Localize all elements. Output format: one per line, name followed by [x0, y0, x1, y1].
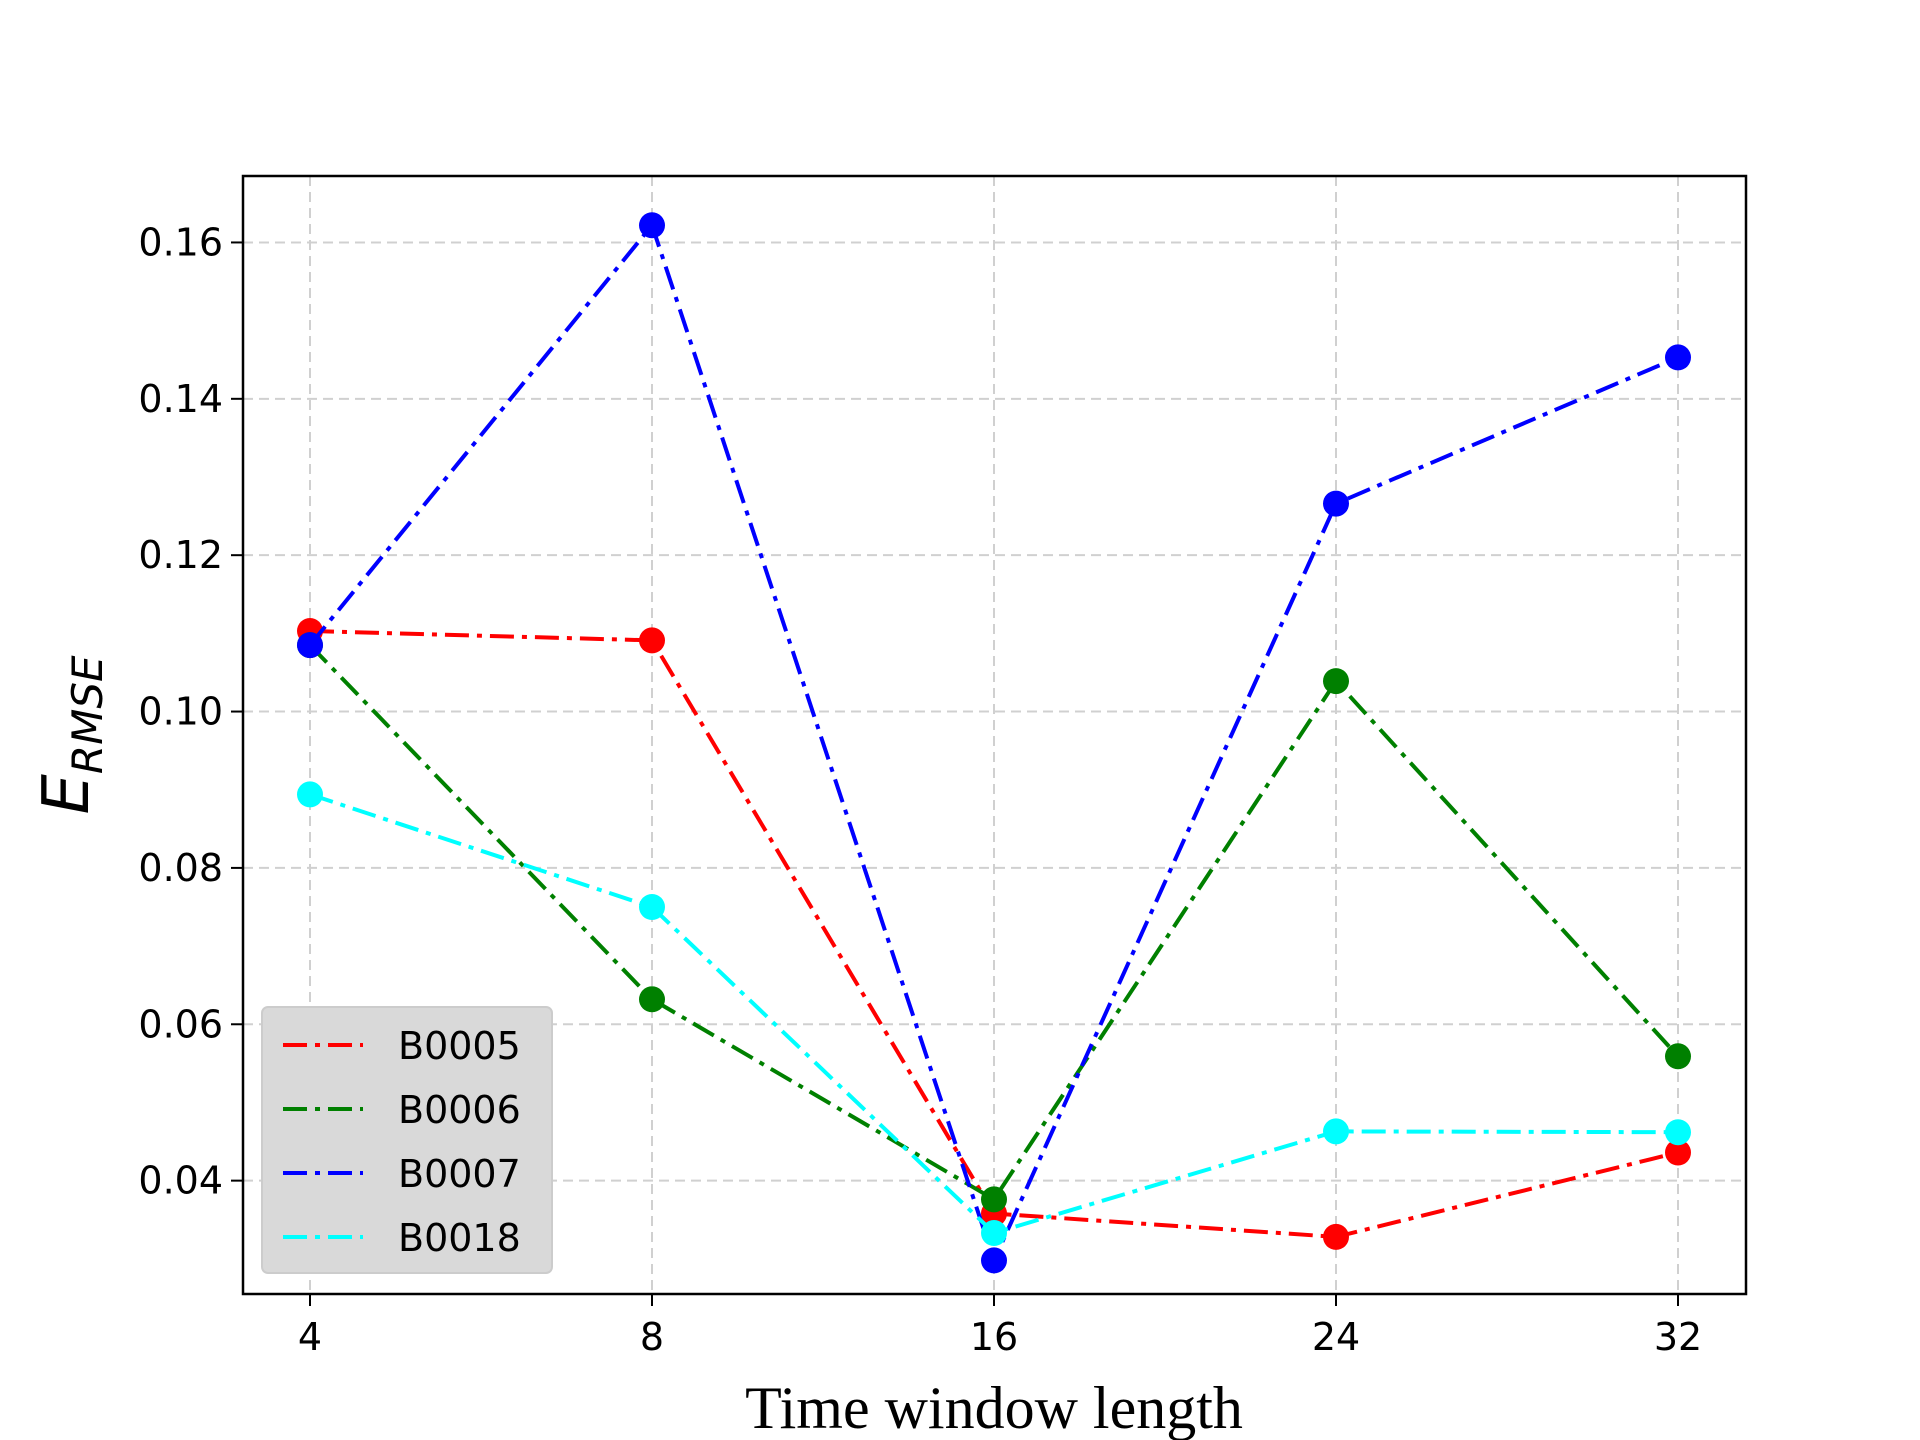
y-tick-label: 0.12: [138, 533, 223, 577]
y-tick-label: 0.06: [138, 1002, 223, 1046]
legend: B0005 B0006 B0007 B0018: [261, 1006, 553, 1274]
data-point-b0007: [1323, 490, 1349, 517]
legend-label-b0007: B0007: [398, 1152, 521, 1196]
legend-label-b0005: B0005: [398, 1024, 521, 1068]
data-point-b0007: [639, 212, 665, 239]
data-point-b0007: [981, 1247, 1007, 1274]
x-axis-label: Time window length: [745, 1375, 1243, 1440]
data-point-b0005: [1323, 1223, 1349, 1250]
data-point-b0018: [1323, 1118, 1349, 1145]
data-point-b0018: [981, 1220, 1007, 1246]
y-axis-label-sub: RMSE: [63, 655, 112, 774]
data-point-b0018: [639, 894, 665, 920]
data-point-b0006: [1323, 668, 1349, 695]
data-point-b0005: [639, 627, 665, 654]
y-axis-label-main: E: [30, 774, 104, 815]
y-tick-label: 0.08: [138, 846, 223, 890]
y-tick-label: 0.16: [138, 220, 223, 264]
data-point-b0005: [1665, 1139, 1691, 1166]
axis-ticks: 4 8 16 24 32 0.04 0.06 0.08 0.10 0.12 0.14 0.16: [138, 220, 1702, 1359]
data-point-b0007: [1665, 344, 1691, 371]
data-point-b0006: [981, 1186, 1007, 1213]
data-point-b0007: [297, 632, 323, 659]
x-tick-label: 32: [1654, 1315, 1702, 1359]
data-point-b0018: [297, 781, 323, 808]
series-layer: [297, 212, 1691, 1274]
y-tick-label: 0.10: [138, 690, 223, 734]
legend-label-b0018: B0018: [398, 1216, 521, 1260]
svg-text:ERMSE: ERMSE: [30, 655, 112, 815]
legend-box: [261, 1006, 553, 1274]
data-point-b0006: [639, 986, 665, 1013]
x-tick-label: 8: [640, 1315, 664, 1359]
y-axis-label: ERMSE: [30, 655, 112, 815]
x-tick-label: 4: [298, 1315, 322, 1359]
data-point-b0018: [1665, 1119, 1691, 1146]
data-point-b0006: [1665, 1043, 1691, 1070]
x-tick-label: 16: [970, 1315, 1018, 1359]
y-tick-label: 0.04: [138, 1159, 223, 1203]
legend-label-b0006: B0006: [398, 1088, 521, 1132]
x-tick-label: 24: [1312, 1315, 1360, 1359]
y-tick-label: 0.14: [138, 377, 223, 421]
